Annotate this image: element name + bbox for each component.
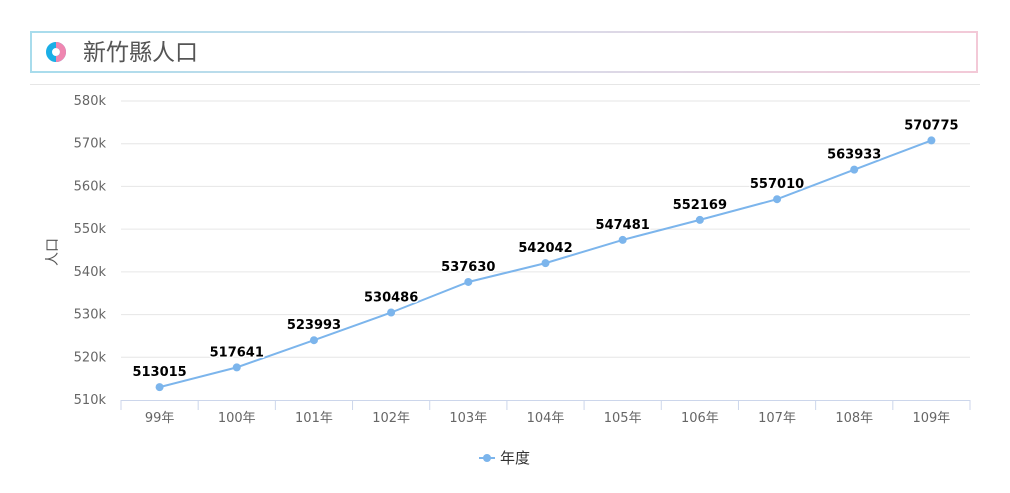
x-tick-label: 106年	[681, 411, 719, 426]
y-tick-label: 580k	[74, 94, 107, 109]
y-axis-title: 人口	[45, 238, 61, 266]
legend[interactable]: 年度	[479, 449, 530, 467]
data-label: 530486	[364, 290, 418, 305]
data-label: 513015	[132, 365, 186, 380]
data-point[interactable]	[155, 383, 164, 392]
y-tick-label: 510k	[74, 393, 107, 408]
x-tick-label: 108年	[835, 411, 873, 426]
x-tick-label: 101年	[295, 411, 333, 426]
data-point[interactable]	[232, 363, 241, 372]
x-tick-label: 105年	[604, 411, 642, 426]
data-point[interactable]	[773, 195, 782, 204]
x-tick-label: 102年	[372, 411, 410, 426]
page-title: 新竹縣人口	[83, 40, 198, 66]
y-tick-label: 520k	[74, 350, 107, 365]
y-tick-label: 560k	[74, 179, 107, 194]
data-point[interactable]	[927, 136, 936, 145]
y-tick-label: 550k	[74, 222, 107, 237]
data-label: 537630	[441, 260, 495, 275]
data-point[interactable]	[464, 277, 473, 286]
legend-marker	[483, 454, 491, 462]
title-box: 新竹縣人口	[30, 31, 978, 73]
legend-label: 年度	[500, 449, 530, 467]
x-tick-label: 100年	[218, 411, 256, 426]
x-tick-label: 109年	[912, 411, 950, 426]
x-tick-label: 107年	[758, 411, 796, 426]
grid-lines	[121, 100, 970, 358]
data-label: 570775	[904, 118, 958, 133]
y-tick-label: 540k	[74, 265, 107, 280]
data-label: 552169	[673, 198, 727, 213]
x-axis: 99年 100年 101年 102年 103年 104年 105年 106年 107年 108年 1…	[120, 400, 971, 426]
y-tick-label: 530k	[74, 308, 107, 323]
data-label: 523993	[287, 318, 341, 333]
data-point[interactable]	[850, 165, 859, 174]
x-tick-label: 103年	[449, 411, 487, 426]
header-divider	[30, 84, 980, 85]
data-labels: 513015 517641 523993 530486 537630 542042 5474…	[131, 117, 960, 382]
data-label: 542042	[518, 241, 572, 256]
data-point[interactable]	[309, 336, 318, 345]
y-tick-label: 570k	[74, 137, 107, 152]
y-axis: 510k 520k 530k 540k 550k 560k 570k 580k	[74, 94, 107, 408]
data-label: 563933	[827, 148, 881, 163]
data-point[interactable]	[695, 215, 704, 224]
data-label: 547481	[596, 218, 650, 233]
data-label: 517641	[210, 345, 264, 360]
series-population	[155, 136, 936, 392]
data-point[interactable]	[618, 235, 627, 244]
data-label: 557010	[750, 177, 804, 192]
data-point[interactable]	[387, 308, 396, 317]
data-point[interactable]	[541, 259, 550, 268]
x-tick-label: 99年	[145, 411, 175, 426]
donut-chart-icon	[46, 42, 66, 62]
x-tick-label: 104年	[527, 411, 565, 426]
